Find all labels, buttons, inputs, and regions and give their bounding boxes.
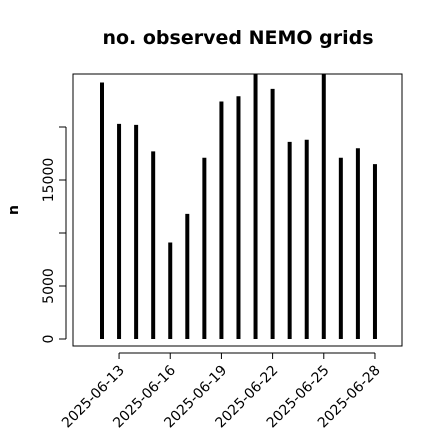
y-tick-label: 0 [41, 335, 57, 344]
bars-group [100, 74, 377, 339]
y-tick-label: 5000 [41, 268, 57, 304]
x-axis: 2025-06-132025-06-162025-06-192025-06-22… [59, 352, 384, 431]
plot-frame [72, 73, 403, 347]
y-axis-label: n [6, 205, 22, 215]
chart-title: no. observed NEMO grids [102, 27, 373, 49]
y-axis: 0 5000 15000 [41, 126, 67, 344]
y-tick-label: 15000 [41, 158, 57, 203]
